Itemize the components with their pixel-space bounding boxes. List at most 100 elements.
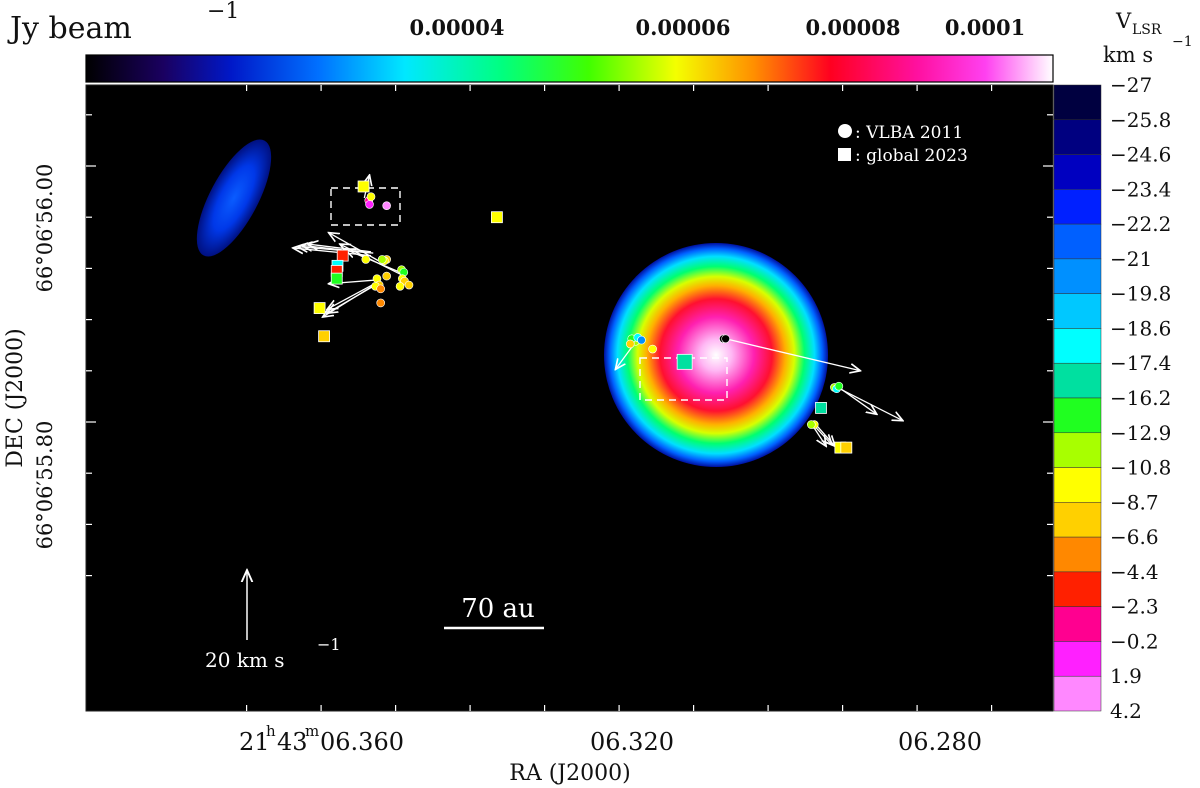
- x-tick-label-2: 06.280: [898, 728, 982, 756]
- vlba-2011-spot-12: [382, 271, 391, 281]
- proper-motion-arrow-13: [725, 338, 861, 371]
- global-2023-spot-9: [815, 402, 827, 414]
- synthesized-beam: [196, 139, 272, 257]
- svg-text:06.360: 06.360: [320, 728, 404, 756]
- velocity-bin-3: [1053, 189, 1102, 225]
- velocity-level-4: −22.2: [1110, 212, 1171, 236]
- svg-text:43: 43: [277, 728, 308, 756]
- vlba-2011-spot-24: [625, 339, 635, 349]
- velocity-colorbar-unit: km s: [1103, 43, 1153, 67]
- velocity-bin-16: [1053, 641, 1102, 677]
- x-tick-label-0: 21 h 43 m 06.360: [239, 722, 404, 756]
- vlba-2011-spot-2: [366, 192, 376, 202]
- svg-text:h: h: [266, 722, 276, 740]
- velocity-colorbar: V LSR km s −1 −27 −25.8 −24.6 −23.4 −22.2 −21…: [1053, 9, 1193, 723]
- velocity-bin-17: [1053, 675, 1102, 712]
- velocity-bin-0: [1053, 84, 1102, 121]
- velocity-reference-label: 20 km s: [205, 648, 285, 672]
- global-2023-spot-6: [313, 302, 326, 314]
- velocity-level-9: −16.2: [1110, 386, 1171, 410]
- velocity-bin-9: [1053, 397, 1102, 434]
- vlba-2011-spot-11: [376, 284, 386, 294]
- legend-circle-marker: [838, 124, 852, 138]
- colorbar-unit-exponent: −1: [207, 0, 239, 24]
- x-axis-label: RA (J2000): [509, 761, 630, 786]
- velocity-bin-12: [1053, 502, 1102, 538]
- velocity-level-5: −21: [1110, 247, 1152, 271]
- velocity-bin-1: [1053, 119, 1102, 155]
- scale-bar: 70 au: [444, 594, 544, 630]
- proper-motion-arrow-6: [340, 244, 402, 276]
- velocity-colorbar-title: V: [1115, 9, 1132, 33]
- velocity-level-1: −25.8: [1110, 108, 1171, 132]
- global-2023-spot-11: [840, 441, 853, 454]
- velocity-bin-11: [1053, 467, 1102, 503]
- vlba-2011-spot-19: [404, 280, 414, 290]
- velocity-bin-5: [1053, 258, 1102, 294]
- velocity-level-7: −18.6: [1110, 316, 1171, 340]
- velocity-level-8: −17.4: [1110, 351, 1171, 375]
- velocity-level-2: −24.6: [1110, 143, 1171, 167]
- global-2023-spot-1: [491, 211, 503, 224]
- vlba-2011-spot-13: [376, 298, 386, 308]
- legend-global-label: : global 2023: [855, 146, 968, 166]
- velocity-reference: 20 km s −1: [205, 570, 341, 672]
- svg-text:06.280: 06.280: [898, 728, 982, 756]
- colorbar-gradient: [85, 54, 1054, 83]
- maser-spots: [313, 180, 853, 454]
- axis-ticks: [86, 85, 1053, 711]
- velocity-level-11: −10.8: [1110, 456, 1171, 480]
- legend-vlba-label: : VLBA 2011: [855, 123, 963, 143]
- velocity-colorbar-unit-exp: −1: [1172, 34, 1193, 50]
- velocity-level-16: −0.2: [1110, 629, 1159, 653]
- velocity-level-17: 1.9: [1110, 664, 1142, 688]
- vlba-2011-spot-23: [637, 335, 646, 345]
- vlba-2011-spot-3: [382, 201, 391, 210]
- y-tick-label-1: 66°06′55.80: [33, 421, 57, 550]
- velocity-level-18: 4.2: [1110, 699, 1142, 723]
- vlba-2011-spot-25: [648, 344, 657, 354]
- proper-motion-arrow-15: [839, 388, 903, 421]
- proper-motion-arrow-11: [329, 233, 382, 263]
- velocity-level-0: −27: [1110, 73, 1152, 97]
- velocity-bin-14: [1053, 571, 1102, 607]
- velocity-colorbar-labels: −27 −25.8 −24.6 −23.4 −22.2 −21 −19.8 −18.6 −17.…: [1110, 73, 1171, 723]
- y-tick-label-0: 66°06′56.00: [33, 164, 57, 293]
- global-2023-spot-2: [336, 249, 349, 262]
- velocity-bin-7: [1053, 328, 1102, 364]
- global-2023-spot-7: [318, 330, 330, 343]
- proper-motion-arrow-10: [327, 285, 374, 313]
- legend-square-marker: [838, 148, 851, 161]
- velocity-bin-2: [1053, 154, 1102, 190]
- top-colorbar: Jy beam −1 0.00004 0.00006 0.00008 0.000…: [7, 0, 1054, 83]
- colorbar-tick-1: 0.00006: [636, 15, 731, 40]
- velocity-bin-8: [1053, 362, 1102, 399]
- velocity-colorbar-blocks: [1053, 84, 1102, 712]
- colorbar-tick-2: 0.00008: [806, 15, 901, 40]
- vlba-2011-spot-32: [807, 420, 816, 429]
- vlba-2011-spot-6: [377, 255, 387, 264]
- global-2023-spot-0: [357, 180, 370, 193]
- x-axis: 21 h 43 m 06.360 06.320 06.280 RA (J2000…: [239, 722, 982, 786]
- global-2023-spot-5: [330, 272, 343, 285]
- velocity-level-14: −4.4: [1110, 560, 1159, 584]
- colorbar-unit-label: Jy beam: [7, 11, 132, 46]
- proper-motion-arrow-18: [815, 424, 835, 447]
- colorbar-tick-0: 0.00004: [410, 15, 505, 40]
- x-tick-label-1: 06.320: [590, 728, 674, 756]
- map-panel: : VLBA 2011 : global 2023 70 au 20 km s …: [85, 84, 1054, 712]
- velocity-level-10: −12.9: [1110, 421, 1171, 445]
- velocity-bin-10: [1053, 432, 1102, 468]
- vlba-2011-spot-7: [361, 255, 371, 264]
- scale-bar-label: 70 au: [461, 594, 535, 624]
- y-axis-label: DEC (J2000): [3, 328, 28, 468]
- velocity-bin-6: [1053, 293, 1102, 329]
- velocity-level-12: −8.7: [1110, 490, 1159, 514]
- velocity-level-3: −23.4: [1110, 177, 1171, 201]
- vlba-2011-spot-30: [834, 381, 844, 391]
- velocity-level-13: −6.6: [1110, 525, 1159, 549]
- zoom-box-left: [330, 187, 401, 226]
- continuum-source: [604, 243, 828, 467]
- velocity-level-15: −2.3: [1110, 595, 1159, 619]
